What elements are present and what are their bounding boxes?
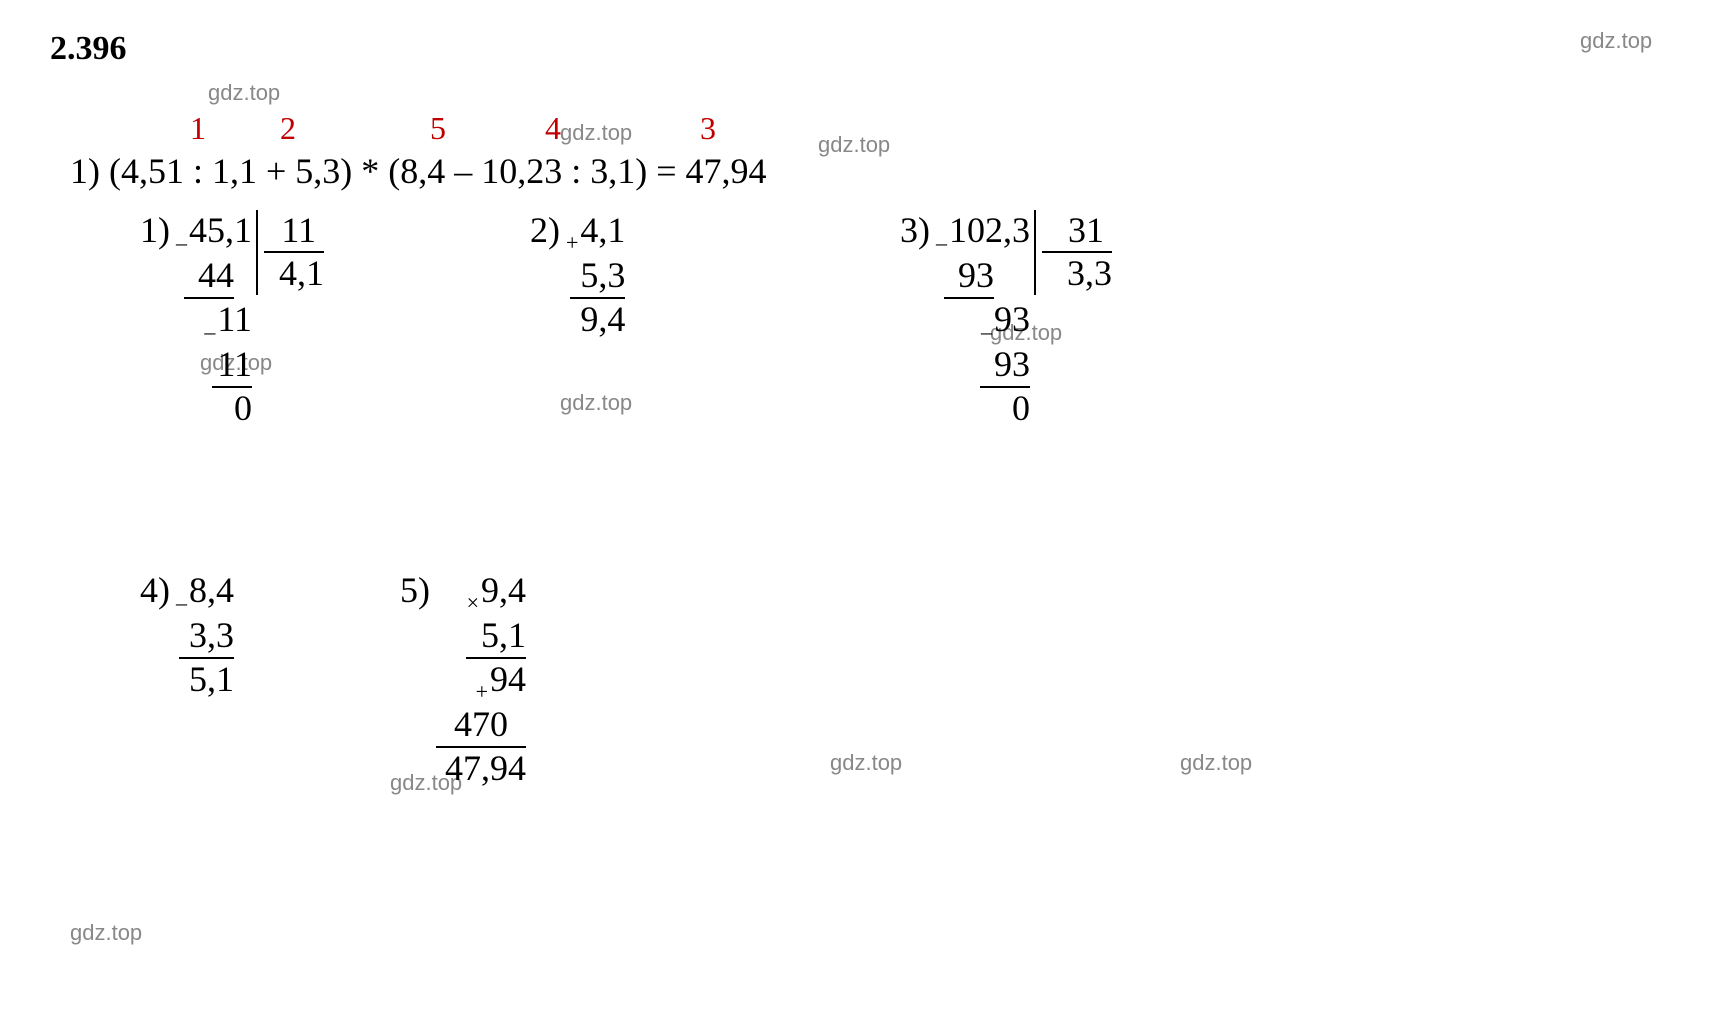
calc-division-3: 3) –102,3 93 –93 93 0 31 3,3 <box>900 210 1112 429</box>
calc-label: 5) <box>400 570 436 611</box>
divisor: 11 <box>264 210 324 253</box>
calc-label: 1) <box>140 210 176 251</box>
watermark: gdz.top <box>70 920 142 946</box>
remainder: 93 <box>994 299 1030 339</box>
partial: 470 <box>454 704 508 744</box>
calc-subtraction-4: 4) –8,4 3,3 5,1 <box>140 570 234 700</box>
subtrahend: 11 <box>212 344 252 387</box>
partial: 94 <box>490 659 526 699</box>
watermark: gdz.top <box>560 120 632 146</box>
step-label-5: 5 <box>430 110 446 147</box>
watermark: gdz.top <box>1180 750 1252 776</box>
calc-division-1: 1) –45,1 44 –11 11 0 11 4,1 <box>140 210 324 429</box>
watermark: gdz.top <box>208 80 280 106</box>
subtrahend: 44 <box>184 255 234 298</box>
calc-label: 3) <box>900 210 936 251</box>
step-label-4: 4 <box>545 110 561 147</box>
calc-label: 2) <box>530 210 566 251</box>
step-label-3: 3 <box>700 110 716 147</box>
step-label-1: 1 <box>190 110 206 147</box>
main-expression: 1) (4,51 : 1,1 + 5,3) * (8,4 – 10,23 : 3… <box>70 150 767 192</box>
result: 9,4 <box>566 299 625 340</box>
operator: + <box>566 230 578 255</box>
watermark: gdz.top <box>560 390 632 416</box>
operand: 3,3 <box>179 615 234 658</box>
dividend: 102,3 <box>949 210 1030 250</box>
operand: 8,4 <box>189 570 234 610</box>
quotient: 4,1 <box>264 253 324 294</box>
watermark: gdz.top <box>1580 28 1652 54</box>
remainder: 11 <box>217 299 252 339</box>
operand: 4,1 <box>580 210 625 250</box>
result: 47,94 <box>436 748 526 789</box>
step-label-2: 2 <box>280 110 296 147</box>
watermark: gdz.top <box>830 750 902 776</box>
calc-multiplication-5: 5) ×9,4 5,1 +94 470 47,94 <box>400 570 526 789</box>
operand: 5,3 <box>570 255 625 298</box>
operand: 9,4 <box>481 570 526 610</box>
remainder: 0 <box>176 388 252 429</box>
watermark: gdz.top <box>818 132 890 158</box>
calc-addition-2: 2) +4,1 5,3 9,4 <box>530 210 625 340</box>
remainder: 0 <box>936 388 1030 429</box>
dividend: 45,1 <box>189 210 252 250</box>
subtrahend: 93 <box>980 344 1030 387</box>
calc-label: 4) <box>140 570 176 611</box>
operand: 5,1 <box>466 615 526 658</box>
divisor: 31 <box>1042 210 1112 253</box>
quotient: 3,3 <box>1042 253 1112 294</box>
subtrahend: 93 <box>944 255 994 298</box>
result: 5,1 <box>176 659 234 700</box>
problem-number: 2.396 <box>50 30 1672 68</box>
